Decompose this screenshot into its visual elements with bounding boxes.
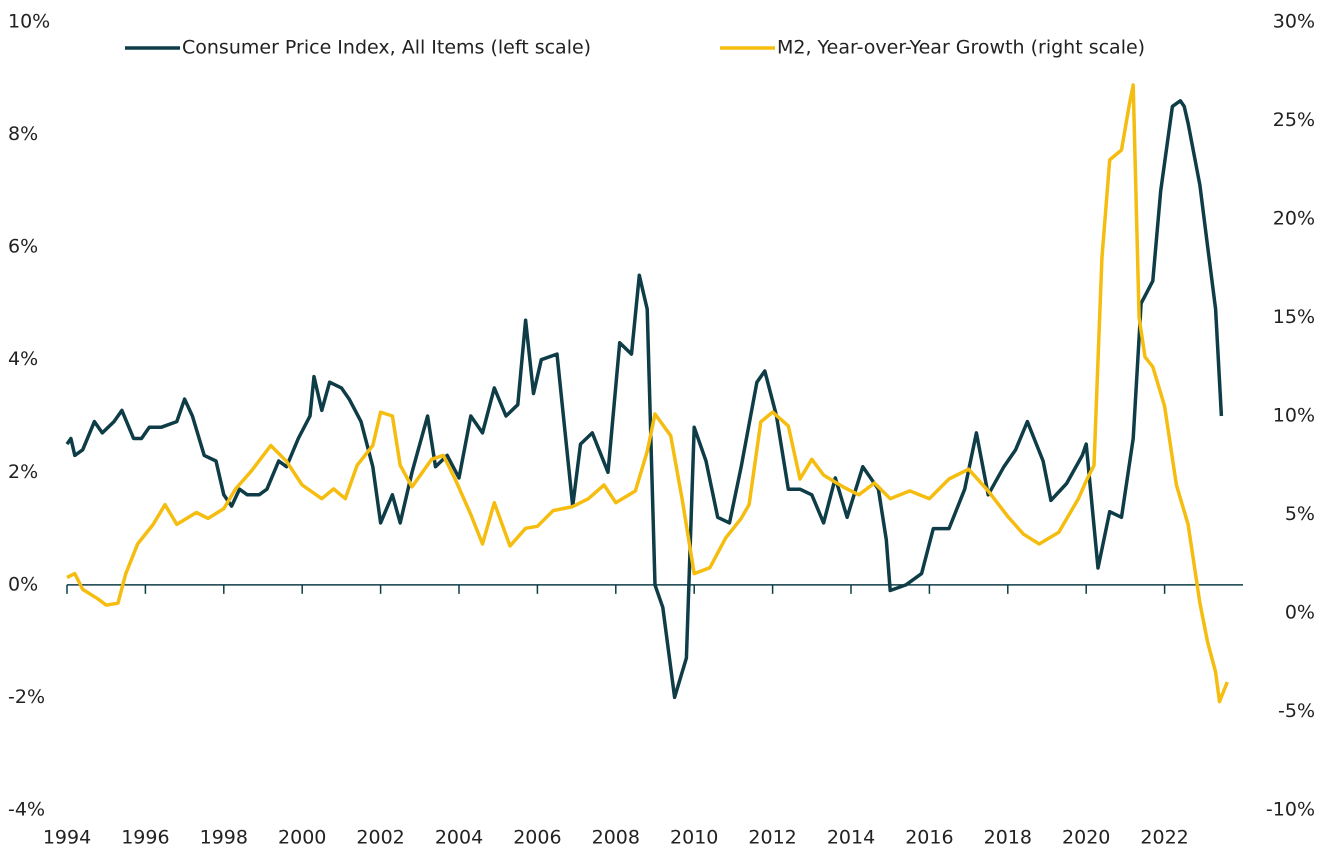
y2-tick-label: 20%	[1273, 208, 1315, 230]
y-tick-label: 6%	[8, 236, 38, 258]
x-tick-label: 2008	[592, 827, 640, 849]
y2-tick-label: 10%	[1273, 405, 1315, 427]
y-tick-label: 2%	[8, 461, 38, 483]
x-tick-label: 1998	[200, 827, 248, 849]
y-tick-label: 0%	[8, 573, 38, 595]
y2-tick-label: 0%	[1285, 602, 1315, 624]
y2-tick-label: 15%	[1273, 306, 1315, 328]
x-tick-label: 1994	[43, 827, 91, 849]
x-tick-label: 2010	[670, 827, 718, 849]
y-tick-label: 10%	[8, 11, 50, 33]
y-tick-label: -2%	[8, 686, 45, 708]
x-tick-label: 2022	[1140, 827, 1188, 849]
x-tick-label: 2018	[984, 827, 1032, 849]
x-tick-label: 2020	[1062, 827, 1110, 849]
legend-label: Consumer Price Index, All Items (left sc…	[182, 37, 591, 59]
y2-tick-label: 5%	[1285, 503, 1315, 525]
x-tick-label: 2012	[748, 827, 796, 849]
y-tick-label: 8%	[8, 123, 38, 145]
x-tick-label: 2000	[278, 827, 326, 849]
series-line	[65, 99, 1224, 700]
x-tick-label: 2014	[827, 827, 875, 849]
y2-tick-label: -5%	[1278, 700, 1315, 722]
series-line	[66, 83, 1229, 704]
x-tick-label: 2016	[905, 827, 953, 849]
y2-tick-label: 30%	[1273, 11, 1315, 33]
x-tick-label: 2006	[513, 827, 561, 849]
y2-tick-label: -10%	[1266, 799, 1315, 821]
x-tick-label: 1996	[121, 827, 169, 849]
x-tick-label: 2002	[356, 827, 404, 849]
y2-tick-label: 25%	[1273, 109, 1315, 131]
legend-label: M2, Year-over-Year Growth (right scale)	[777, 37, 1145, 59]
y-tick-label: 4%	[8, 348, 38, 370]
x-tick-label: 2004	[435, 827, 483, 849]
y-tick-label: -4%	[8, 799, 45, 821]
